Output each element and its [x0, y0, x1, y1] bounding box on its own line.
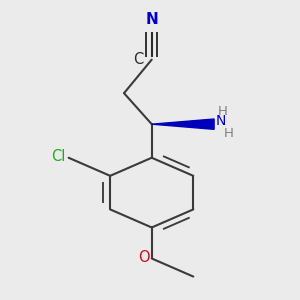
- Text: H: H: [224, 127, 233, 140]
- Text: N: N: [146, 11, 158, 26]
- Text: O: O: [138, 250, 150, 265]
- Polygon shape: [152, 119, 214, 129]
- Text: Cl: Cl: [51, 149, 66, 164]
- Text: C: C: [133, 52, 143, 67]
- Text: H: H: [218, 105, 228, 118]
- Text: N: N: [216, 114, 226, 128]
